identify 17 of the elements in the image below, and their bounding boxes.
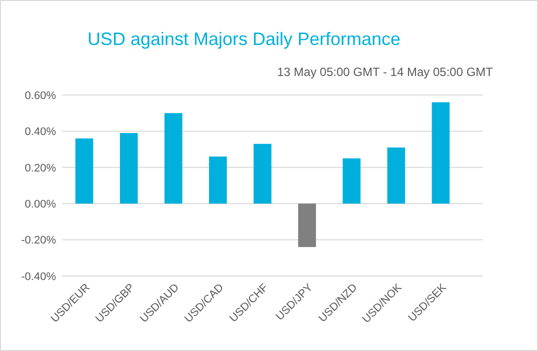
bar — [254, 144, 272, 204]
bar — [387, 147, 406, 204]
bar — [164, 113, 182, 204]
y-tick-label: 0.60% — [24, 90, 56, 102]
y-tick-label: 0.00% — [24, 198, 56, 210]
chart-title: USD against Majors Daily Performance — [87, 29, 401, 49]
bar — [432, 102, 450, 204]
y-tick-label: 0.40% — [24, 126, 56, 138]
bar — [75, 138, 94, 204]
y-tick-label: -0.40% — [21, 270, 56, 283]
bar — [120, 133, 138, 204]
y-tick-label: 0.20% — [24, 162, 56, 174]
chart-subtitle: 13 May 05:00 GMT - 14 May 05:00 GMT — [277, 65, 494, 79]
bar — [298, 204, 316, 248]
bar — [342, 158, 361, 204]
bar — [209, 156, 227, 204]
y-tick-label: -0.20% — [21, 234, 56, 247]
